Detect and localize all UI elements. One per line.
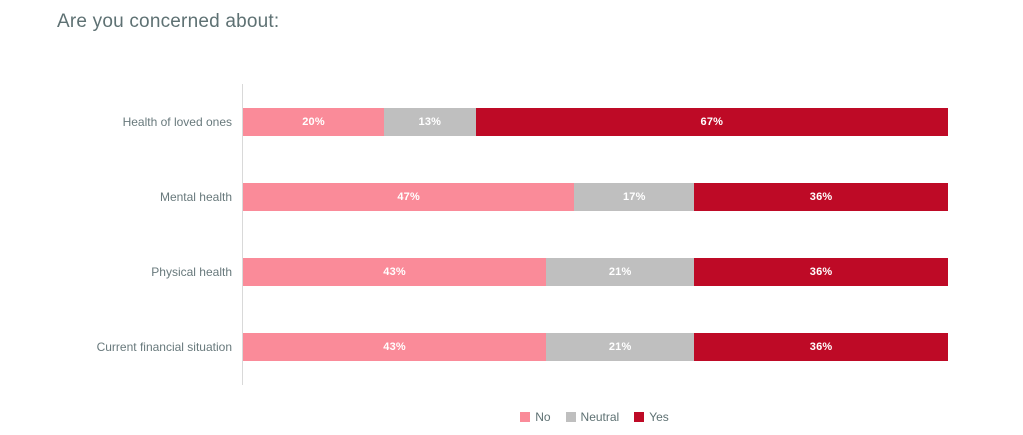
bar-segment-yes: 36%: [694, 258, 948, 287]
bar-track: 43% 21% 36%: [243, 258, 948, 287]
bar-value-label: 36%: [809, 266, 833, 279]
bar-value-label: 20%: [302, 115, 325, 128]
legend: No Neutral Yes: [242, 407, 947, 427]
legend-swatch-icon: [634, 412, 645, 422]
bar-row: Health of loved ones 20% 13% 67%: [123, 84, 948, 159]
chart-title: Are you concerned about:: [57, 11, 280, 32]
bar-segment-neutral: 13%: [384, 107, 476, 136]
category-label: Mental health: [159, 189, 232, 204]
bar-track: 20% 13% 67%: [243, 107, 948, 136]
bar-value-label: 43%: [383, 341, 406, 354]
bar-segment-yes: 36%: [694, 333, 948, 362]
bar-value-label: 67%: [700, 115, 724, 128]
plot-area: Health of loved ones 20% 13% 67% Mental heal…: [0, 84, 948, 385]
bar-value-label: 17%: [622, 190, 646, 203]
bar-value-label: 36%: [809, 341, 833, 354]
legend-item-neutral: Neutral: [565, 410, 620, 424]
legend-label: No: [535, 410, 551, 424]
category-label: Health of loved ones: [122, 114, 232, 129]
bar-segment-no: 43%: [243, 258, 547, 287]
bar-track: 47% 17% 36%: [243, 182, 948, 211]
bar-segment-neutral: 21%: [546, 333, 695, 362]
bar-row: Physical health 43% 21% 36%: [151, 235, 948, 310]
legend-label: Neutral: [580, 410, 620, 424]
bar-segment-no: 43%: [243, 333, 547, 362]
bar-track: 43% 21% 36%: [243, 333, 948, 362]
legend-item-no: No: [520, 410, 551, 424]
bar-segment-yes: 67%: [475, 107, 948, 136]
bar-row: Mental health 47% 17% 36%: [160, 159, 948, 234]
bar-segment-no: 47%: [243, 182, 575, 211]
legend-item-yes: Yes: [634, 410, 669, 424]
category-label: Current financial situation: [96, 340, 232, 355]
bar-value-label: 21%: [608, 341, 632, 354]
bar-segment-neutral: 17%: [574, 182, 695, 211]
bar-value-label: 21%: [608, 266, 632, 279]
legend-swatch-icon: [565, 412, 576, 422]
legend-swatch-icon: [520, 412, 531, 422]
category-label: Physical health: [151, 265, 232, 280]
bar-segment-neutral: 21%: [546, 258, 695, 287]
bar-value-label: 47%: [397, 190, 420, 203]
bar-segment-yes: 36%: [694, 182, 948, 211]
bar-segment-no: 20%: [243, 107, 384, 136]
bar-value-label: 36%: [809, 190, 833, 203]
legend-label: Yes: [649, 410, 669, 424]
bar-row: Current financial situation 43% 21% 36%: [97, 310, 948, 385]
bar-value-label: 13%: [418, 115, 442, 128]
bar-value-label: 43%: [383, 266, 406, 279]
bar-rows-container: Health of loved ones 20% 13% 67% Mental heal…: [97, 84, 948, 385]
